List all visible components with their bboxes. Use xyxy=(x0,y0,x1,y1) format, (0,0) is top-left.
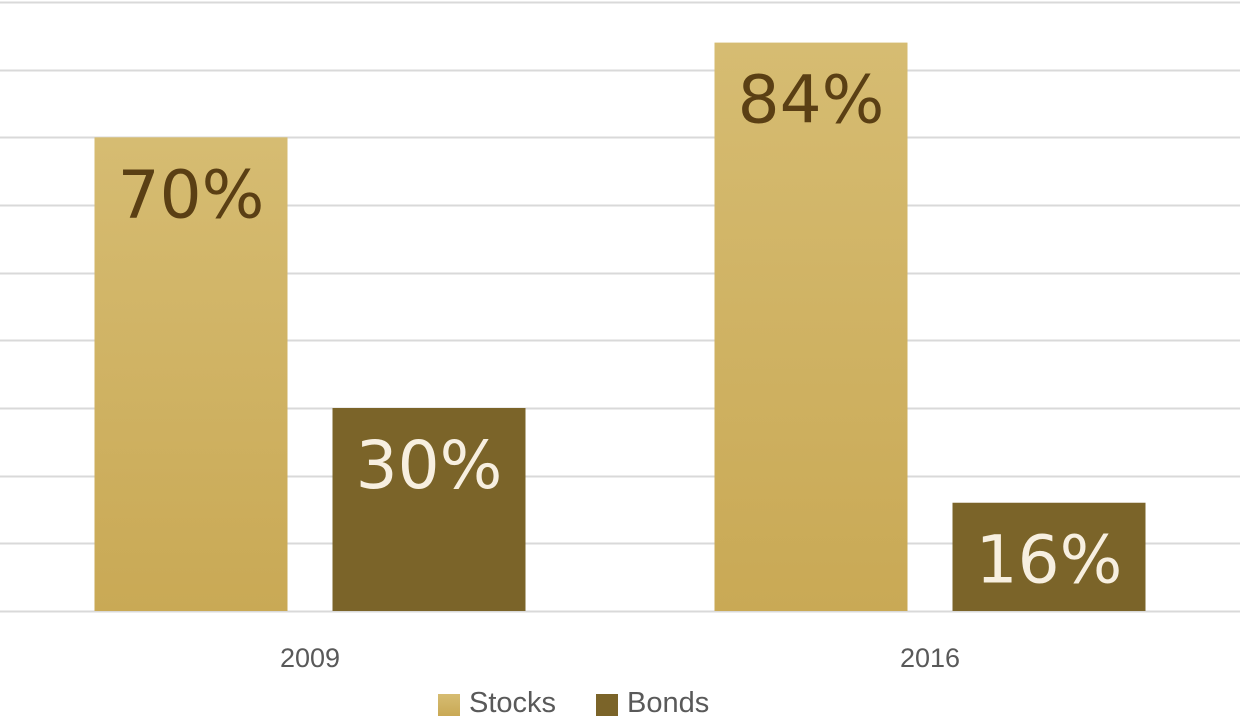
data-label-bonds-2009: 30% xyxy=(356,427,503,504)
legend-label-bonds: Bonds xyxy=(627,687,709,716)
category-label-2016: 2016 xyxy=(900,643,960,673)
bar-stocks-2016 xyxy=(714,42,908,612)
category-label-2009: 2009 xyxy=(280,643,340,673)
bar-bonds-2009 xyxy=(332,408,526,611)
legend: Stocks Bonds xyxy=(438,687,709,716)
legend-swatch-stocks xyxy=(438,694,460,716)
bar-bonds-2016 xyxy=(952,502,1146,611)
category-labels: 2009 2016 xyxy=(280,643,960,673)
data-label-stocks-2016: 84% xyxy=(738,62,885,139)
data-label-stocks-2009: 70% xyxy=(118,156,265,233)
bar-stocks-2009 xyxy=(94,137,288,612)
bars xyxy=(94,42,1146,612)
data-labels: 70% 30% 84% 16% xyxy=(118,62,1123,599)
data-label-bonds-2016: 16% xyxy=(976,522,1123,599)
legend-swatch-bonds xyxy=(596,694,618,716)
legend-label-stocks: Stocks xyxy=(469,687,556,716)
